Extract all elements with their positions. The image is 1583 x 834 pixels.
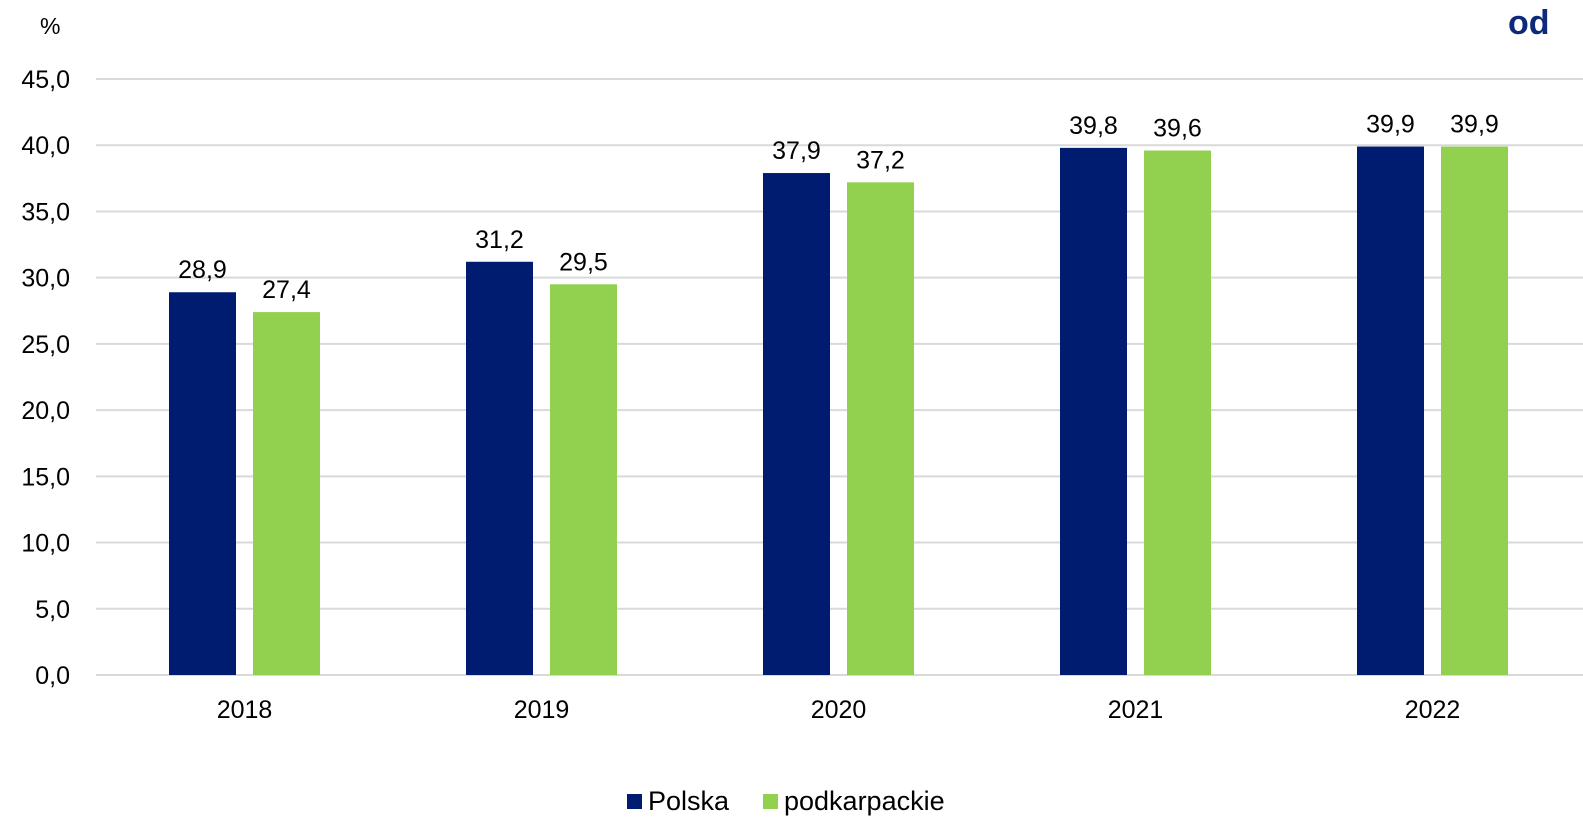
- y-tick-label: 45,0: [21, 66, 70, 94]
- data-label: 29,5: [559, 248, 608, 276]
- x-tick-label: 2019: [514, 696, 570, 724]
- legend-swatch: [627, 794, 642, 809]
- data-label: 37,2: [856, 146, 905, 174]
- bar-podkarpackie-2019: [550, 284, 617, 675]
- y-tick-label: 35,0: [21, 198, 70, 226]
- bar-podkarpackie-2021: [1144, 150, 1211, 675]
- bar-polska-2022: [1357, 146, 1424, 676]
- data-label: 28,9: [178, 256, 227, 284]
- y-tick-label: 15,0: [21, 463, 70, 491]
- bar-polska-2018: [169, 292, 236, 675]
- legend-label: Polska: [648, 786, 730, 816]
- y-tick-label: 25,0: [21, 331, 70, 359]
- legend: Polska podkarpackie: [627, 786, 945, 816]
- gridlines: [96, 78, 1583, 676]
- x-tick-label: 2020: [811, 696, 867, 724]
- legend-label: podkarpackie: [784, 786, 945, 816]
- y-tick-label: 30,0: [21, 265, 70, 293]
- data-label: 27,4: [262, 276, 311, 304]
- bar-podkarpackie-2020: [847, 182, 914, 675]
- x-tick-label: 2022: [1405, 696, 1461, 724]
- data-label: 39,6: [1153, 115, 1202, 143]
- data-label: 31,2: [475, 226, 524, 254]
- y-axis-ticks: 0,0 5,0 10,0 15,0 20,0 25,0 30,0 35,0 40,0 45,0: [21, 66, 70, 690]
- y-tick-label: 10,0: [21, 530, 70, 558]
- legend-swatch: [763, 794, 778, 809]
- data-labels: 28,9 27,4 31,2 29,5 37,9 37,2 39,8 39,6 39,9 39,9: [178, 111, 1499, 305]
- x-tick-label: 2021: [1108, 696, 1164, 724]
- bar-podkarpackie-2022: [1441, 146, 1508, 676]
- bar-polska-2020: [763, 173, 830, 675]
- corner-heading-fragment: od: [1508, 4, 1550, 42]
- bar-podkarpackie-2018: [253, 312, 320, 675]
- x-axis-ticks: 2018 2019 2020 2021 2022: [217, 696, 1461, 724]
- data-label: 39,8: [1069, 112, 1118, 140]
- data-label: 39,9: [1366, 111, 1415, 139]
- x-tick-label: 2018: [217, 696, 273, 724]
- bars: [169, 146, 1508, 676]
- y-tick-label: 0,0: [35, 662, 70, 690]
- data-label: 39,9: [1450, 111, 1499, 139]
- bar-polska-2021: [1060, 147, 1127, 676]
- y-tick-label: 5,0: [35, 596, 70, 624]
- y-tick-label: 40,0: [21, 132, 70, 160]
- y-tick-label: 20,0: [21, 397, 70, 425]
- bar-polska-2019: [466, 261, 533, 675]
- data-label: 37,9: [772, 137, 821, 165]
- y-axis-unit-label: %: [40, 13, 60, 39]
